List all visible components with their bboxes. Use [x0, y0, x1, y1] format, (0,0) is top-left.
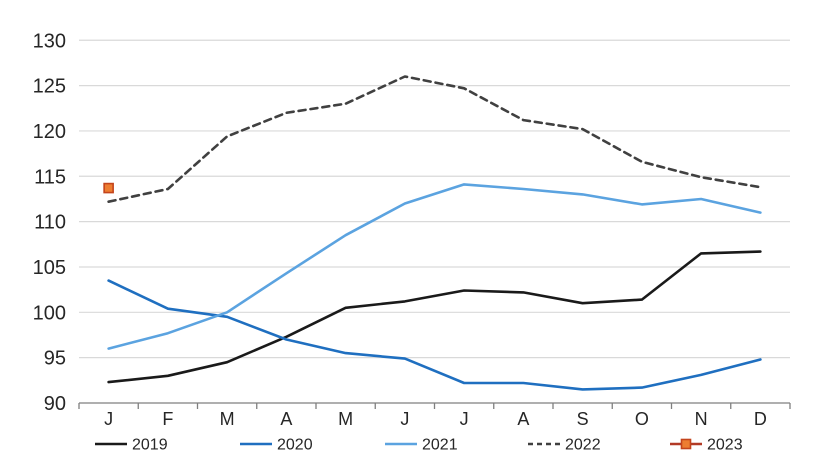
legend-label-2019: 2019 — [132, 437, 168, 454]
y-axis-tick-label: 100 — [33, 302, 66, 324]
month-label: J — [104, 409, 113, 429]
month-label: J — [460, 409, 469, 429]
y-axis-tick-label: 110 — [34, 212, 66, 234]
series-marker-2023 — [103, 182, 114, 194]
y-axis-tick-label: 125 — [33, 76, 66, 98]
month-label: F — [162, 409, 173, 429]
legend-marker-2023 — [680, 438, 692, 450]
legend-item-2023: 2023 — [670, 437, 743, 454]
series-line-2021 — [107, 183, 762, 350]
legend-label-2023: 2023 — [707, 437, 743, 454]
legend-item-2022: 2022 — [528, 437, 601, 454]
month-label: N — [695, 409, 708, 429]
y-axis-tick-label: 95 — [44, 348, 66, 370]
month-label: J — [400, 409, 409, 429]
month-label: A — [517, 409, 529, 429]
y-axis-tick-label: 115 — [34, 166, 66, 188]
legend-item-2019: 2019 — [95, 437, 168, 454]
legend-item-2020: 2020 — [240, 437, 313, 454]
legend-label-2020: 2020 — [277, 437, 313, 454]
month-label: S — [577, 409, 589, 429]
legend-label-2021: 2021 — [422, 437, 458, 454]
series-line-2019 — [107, 250, 762, 384]
month-label: O — [635, 409, 649, 429]
month-label: M — [338, 409, 353, 429]
x-axis-ticks — [78, 403, 791, 409]
legend: 2019 2020 2021 2022 2023 — [95, 437, 743, 454]
series-line-2022 — [107, 75, 762, 203]
y-axis-tick-label: 105 — [33, 257, 66, 279]
y-axis-tick-label: 130 — [33, 30, 66, 52]
month-label: D — [754, 409, 767, 429]
y-axis-tick-label: 120 — [33, 121, 66, 143]
legend-label-2022: 2022 — [565, 437, 601, 454]
month-label: A — [280, 409, 292, 429]
month-label: M — [220, 409, 235, 429]
legend-item-2021: 2021 — [385, 437, 458, 454]
y-axis-tick-label: 90 — [44, 393, 66, 415]
y-axis-labels: 90 95 100 105 110 115 120 125 130 — [33, 30, 66, 415]
